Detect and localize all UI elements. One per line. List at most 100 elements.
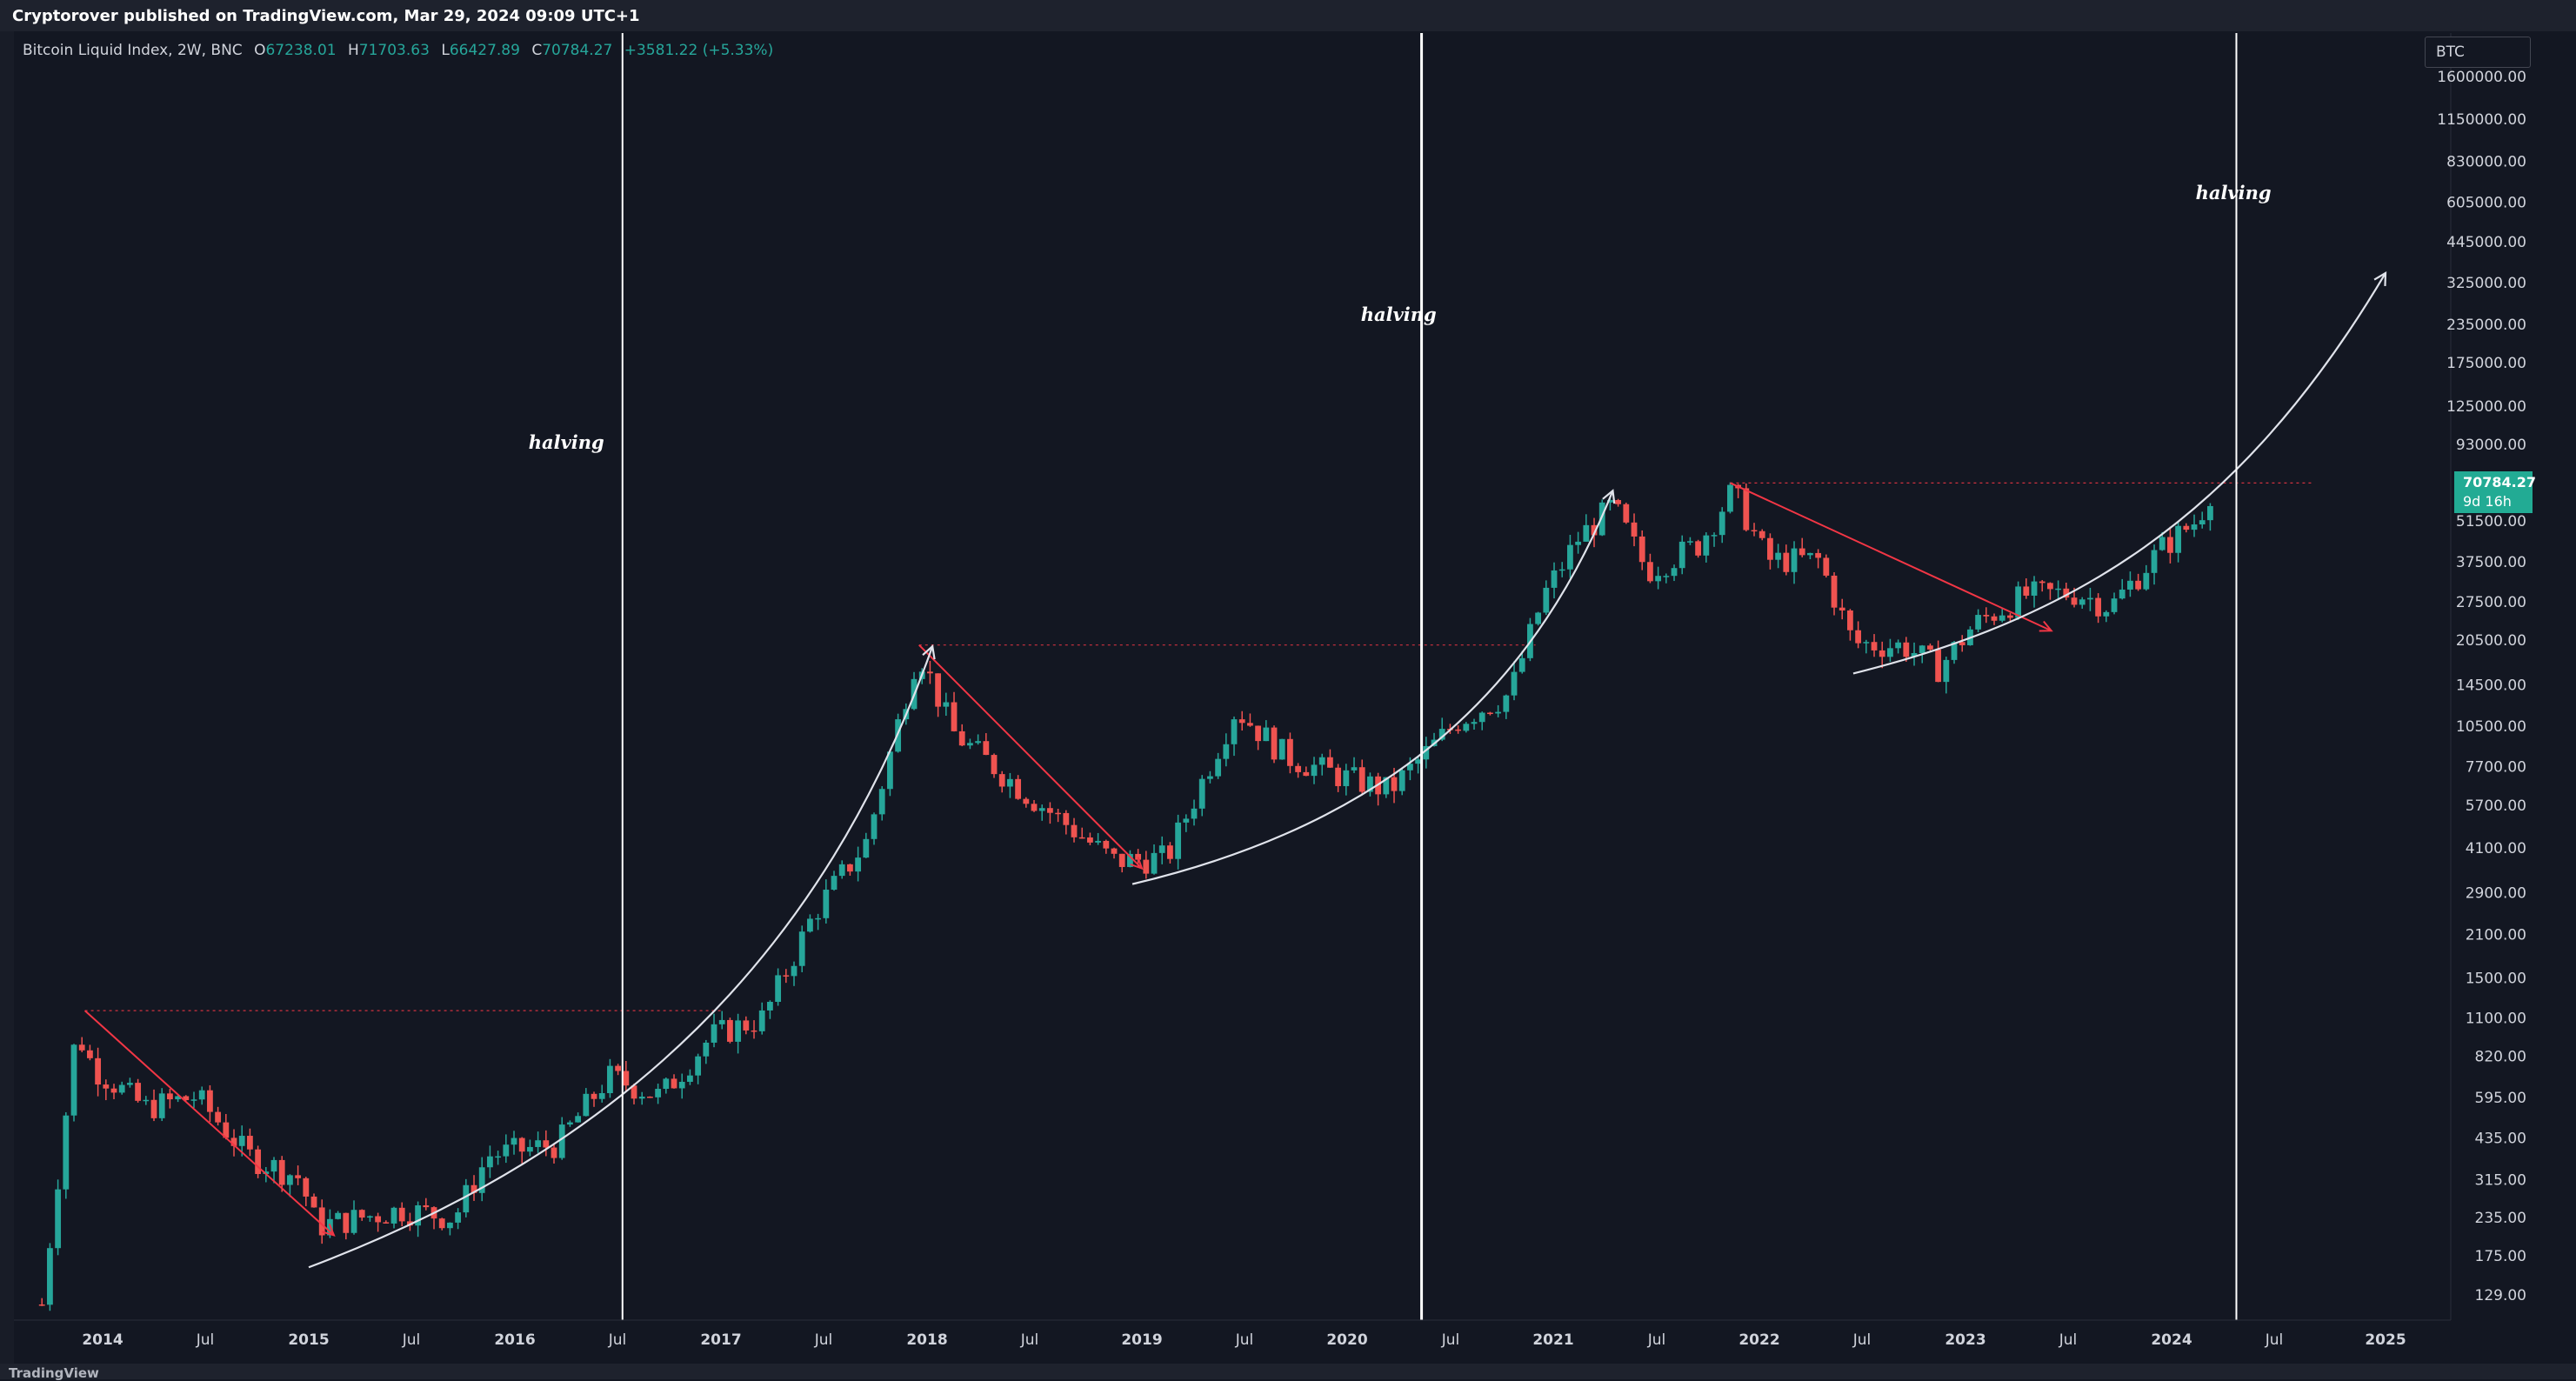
growth-curve-arrow-3 xyxy=(2373,270,2387,286)
candle-body xyxy=(695,1056,702,1076)
candle-body xyxy=(503,1144,510,1157)
candle-body xyxy=(631,1085,637,1099)
candle-body xyxy=(975,741,982,744)
candle-body xyxy=(958,731,965,746)
candle-body xyxy=(2039,581,2045,584)
candle-body xyxy=(2143,572,2150,590)
x-tick-label: Jul xyxy=(2265,1331,2284,1349)
axis-currency-selector[interactable]: BTC xyxy=(2425,37,2531,68)
x-tick-label: 2025 xyxy=(2365,1331,2406,1349)
y-tick-label: 175000.00 xyxy=(2446,355,2526,372)
axis-currency-label: BTC xyxy=(2436,43,2465,61)
candle-body xyxy=(215,1111,222,1123)
candle-body xyxy=(638,1097,645,1099)
candle-body xyxy=(1743,488,1750,530)
candle-body xyxy=(1647,562,1653,582)
y-tick-label: 445000.00 xyxy=(2446,234,2526,251)
legend-symbol: Bitcoin Liquid Index, 2W, BNC xyxy=(23,42,243,59)
y-tick-label: 235000.00 xyxy=(2446,317,2526,334)
candle-body xyxy=(615,1065,622,1071)
candle-body xyxy=(1671,568,1678,577)
candle-body xyxy=(807,918,813,932)
candle-body xyxy=(1823,557,1830,576)
candle-body xyxy=(2151,550,2158,573)
y-tick-label: 129.00 xyxy=(2475,1287,2526,1304)
last-price-value: 70784.27 xyxy=(2463,474,2537,490)
bar-countdown: 9d 16h xyxy=(2463,493,2512,510)
candle-body xyxy=(1071,824,1078,837)
candle-body xyxy=(1167,845,1173,859)
candle-body xyxy=(1911,652,1918,657)
candle-body xyxy=(487,1156,493,1168)
candle-body xyxy=(878,789,885,815)
candle-body xyxy=(1031,804,1038,811)
candle-body xyxy=(1831,575,1838,608)
candle-body xyxy=(943,702,950,707)
candle-body xyxy=(1095,840,1102,843)
y-tick-label: 51500.00 xyxy=(2456,513,2526,530)
candle-body xyxy=(495,1156,502,1158)
candle-body xyxy=(511,1137,517,1145)
candle-body xyxy=(1615,500,1622,504)
candle-body xyxy=(1151,852,1158,874)
candle-body xyxy=(1567,544,1573,570)
candle-body xyxy=(887,751,893,790)
candle-body xyxy=(198,1090,205,1100)
y-tick-label: 2100.00 xyxy=(2466,926,2526,944)
downtrend-arrow-3 xyxy=(2039,620,2053,632)
candle-body xyxy=(2023,586,2030,596)
downtrend-line-2 xyxy=(918,644,1143,870)
candle-body xyxy=(1087,837,1093,843)
candle-body xyxy=(230,1137,237,1146)
candle-body xyxy=(1991,616,1998,621)
candle-body xyxy=(815,917,822,920)
candle-body xyxy=(207,1090,213,1112)
candle-body xyxy=(1015,778,1022,799)
candle-body xyxy=(278,1159,285,1185)
candle-body xyxy=(1558,569,1565,571)
candle-body xyxy=(823,890,830,918)
candle-body xyxy=(463,1184,470,1213)
y-tick-label: 820.00 xyxy=(2475,1048,2526,1065)
growth-curve-arrow-2 xyxy=(1602,489,1616,504)
symbol-legend: Bitcoin Liquid Index, 2W, BNC O67238.01 … xyxy=(23,42,773,59)
candle-body xyxy=(335,1212,342,1219)
candle-body xyxy=(47,1248,53,1305)
x-tick-label: 2017 xyxy=(700,1331,741,1349)
candle-body xyxy=(2055,588,2062,590)
candle-body xyxy=(1575,541,1582,545)
candle-body xyxy=(1127,853,1133,867)
candle-body xyxy=(543,1140,550,1148)
candle-body xyxy=(1623,504,1630,523)
candle-body xyxy=(871,814,878,839)
candle-body xyxy=(183,1096,190,1101)
candle-body xyxy=(1839,607,1845,610)
candle-body xyxy=(2063,588,2070,598)
candle-body xyxy=(2167,537,2173,553)
candle-body xyxy=(63,1115,70,1190)
candle-body xyxy=(1143,859,1150,874)
candle-body xyxy=(1047,808,1053,813)
candle-body xyxy=(38,1304,45,1306)
candle-body xyxy=(238,1136,245,1146)
candle-body xyxy=(1111,848,1118,854)
candle-body xyxy=(951,702,958,731)
candle-body xyxy=(55,1189,62,1249)
y-tick-label: 315.00 xyxy=(2475,1172,2526,1190)
y-tick-label: 1500.00 xyxy=(2466,971,2526,988)
candle-body xyxy=(1295,765,1302,772)
candle-body xyxy=(1183,818,1190,823)
legend-change: +3581.22 (+5.33%) xyxy=(624,42,774,59)
candle-body xyxy=(1847,610,1853,630)
candle-body xyxy=(967,743,973,746)
legend-close-label: C xyxy=(531,42,543,59)
y-tick-label: 5700.00 xyxy=(2466,797,2526,815)
candle-body xyxy=(295,1175,302,1178)
candle-body xyxy=(2175,525,2182,553)
candle-body xyxy=(1471,722,1478,724)
candle-body xyxy=(1255,725,1262,742)
candle-body xyxy=(1655,576,1662,582)
candle-body xyxy=(1423,745,1430,760)
legend-low-value: 66427.89 xyxy=(449,42,520,59)
